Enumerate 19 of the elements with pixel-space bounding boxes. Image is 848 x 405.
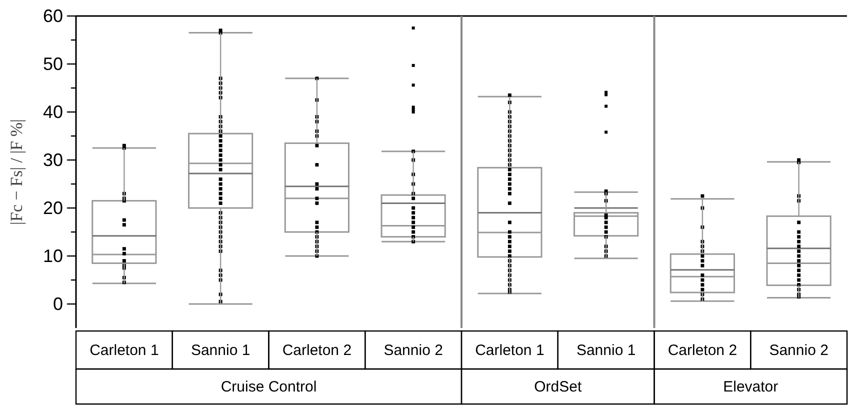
y-tick-label: 30 [42,150,63,170]
x-axis-title: Elevator [723,378,778,396]
y-axis-title: |Fc − Fs| / |F %| [7,119,26,225]
y-tick-label: 20 [42,198,63,218]
x-tick-label: Carleton 2 [282,342,352,359]
x-tick-label: Carleton 1 [90,342,159,359]
y-tick-label: 50 [42,54,63,74]
x-axis-title: OrdSet [534,378,582,396]
x-tick-label: Sannio 1 [190,342,250,359]
x-tick-label: Sannio 2 [769,342,828,359]
y-tick-label: 40 [42,102,63,122]
x-tick-label: Carleton 1 [475,342,544,359]
x-axis-title: Cruise Control [220,378,317,396]
y-tick-label: 10 [42,246,63,266]
y-tick-label: 0 [52,294,63,314]
x-tick-label: Carleton 2 [668,342,738,359]
y-tick-label: 60 [42,6,63,26]
x-tick-label: Sannio 1 [576,342,636,359]
x-tick-label: Sannio 2 [384,342,443,359]
